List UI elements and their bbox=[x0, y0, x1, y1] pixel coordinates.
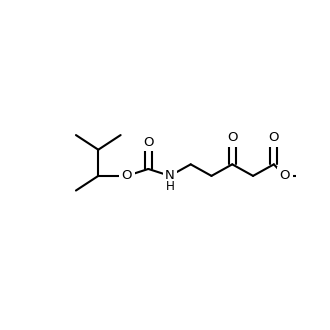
Text: O: O bbox=[269, 131, 279, 144]
Text: O: O bbox=[143, 136, 153, 148]
Text: O: O bbox=[227, 131, 238, 144]
Text: N: N bbox=[165, 169, 175, 182]
Text: O: O bbox=[121, 169, 132, 182]
Text: H: H bbox=[165, 180, 174, 193]
Text: O: O bbox=[280, 169, 290, 182]
